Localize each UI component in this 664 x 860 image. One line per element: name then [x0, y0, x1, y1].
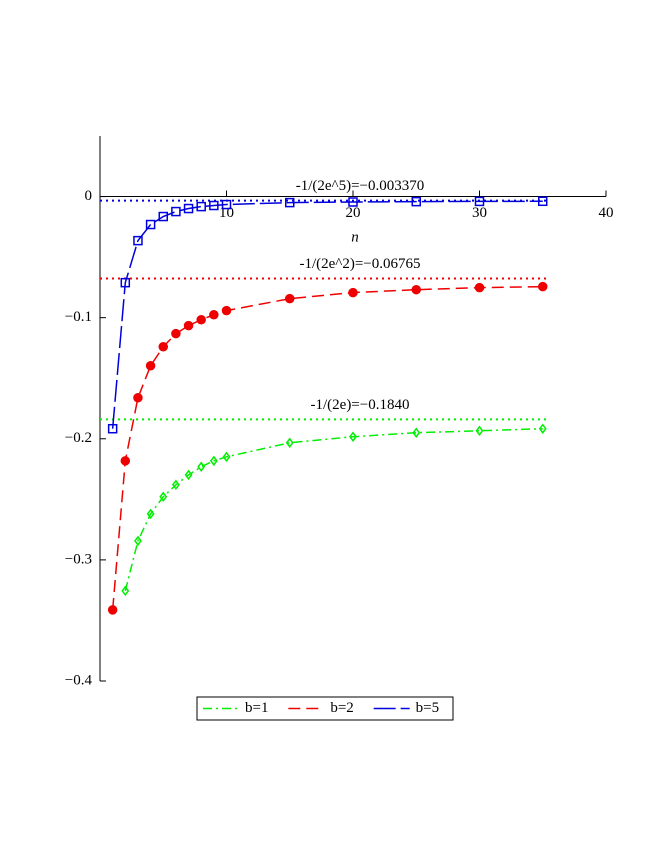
marker: [474, 282, 485, 293]
x-tick-label: 10: [219, 205, 234, 221]
y-tick-label: 0: [85, 188, 93, 204]
marker: [197, 461, 206, 473]
marker: [348, 287, 358, 298]
marker: [474, 196, 485, 207]
x-tick-label: 40: [599, 205, 614, 221]
x-axis-label: n: [351, 229, 359, 245]
marker: [222, 451, 231, 463]
marker: [183, 203, 194, 214]
marker: [348, 197, 358, 207]
marker: [349, 431, 357, 442]
marker: [538, 196, 548, 207]
marker: [145, 360, 156, 371]
marker: [412, 427, 421, 438]
x-tick-label: 20: [346, 205, 361, 221]
marker: [171, 206, 181, 217]
marker: [145, 219, 156, 230]
legend-box: [196, 696, 454, 721]
marker: [196, 201, 206, 212]
marker: [209, 310, 219, 320]
marker: [158, 341, 168, 352]
marker: [285, 293, 295, 304]
legend-label: b=1: [245, 700, 268, 716]
marker: [184, 469, 193, 481]
marker: [120, 456, 131, 466]
y-tick-label: −0.2: [65, 430, 92, 446]
asymptote-label: -1/(2e^2)=−0.06765: [299, 256, 420, 272]
asymptote-label: -1/(2e^5)=−0.003370: [296, 178, 425, 194]
marker: [209, 455, 218, 467]
x-tick-label: 30: [472, 205, 487, 221]
marker: [221, 305, 232, 316]
marker: [411, 284, 421, 295]
series-line: [111, 285, 543, 610]
legend-label: b=5: [416, 700, 439, 716]
marker: [411, 196, 421, 207]
marker: [158, 211, 168, 222]
legend-label: b=2: [330, 700, 353, 716]
marker: [285, 197, 295, 208]
marker: [134, 535, 142, 547]
marker: [159, 491, 168, 503]
y-tick-label: −0.4: [65, 672, 93, 688]
marker: [171, 328, 181, 339]
marker: [475, 425, 484, 437]
marker: [209, 200, 219, 211]
series-line: [124, 427, 543, 592]
marker: [183, 320, 194, 331]
marker: [133, 392, 143, 403]
marker: [538, 423, 547, 434]
marker: [171, 479, 180, 491]
marker: [196, 314, 206, 325]
y-tick-label: −0.3: [65, 551, 92, 567]
marker: [121, 585, 130, 597]
marker: [107, 423, 118, 434]
series-line: [111, 200, 543, 429]
marker: [120, 277, 131, 288]
marker: [285, 437, 294, 449]
marker: [538, 281, 548, 292]
marker: [146, 508, 155, 520]
y-tick-label: −0.1: [65, 309, 92, 325]
marker: [221, 199, 232, 210]
marker: [107, 605, 118, 615]
marker: [133, 235, 143, 246]
asymptote-label: -1/(2e)=−0.1840: [311, 397, 410, 413]
